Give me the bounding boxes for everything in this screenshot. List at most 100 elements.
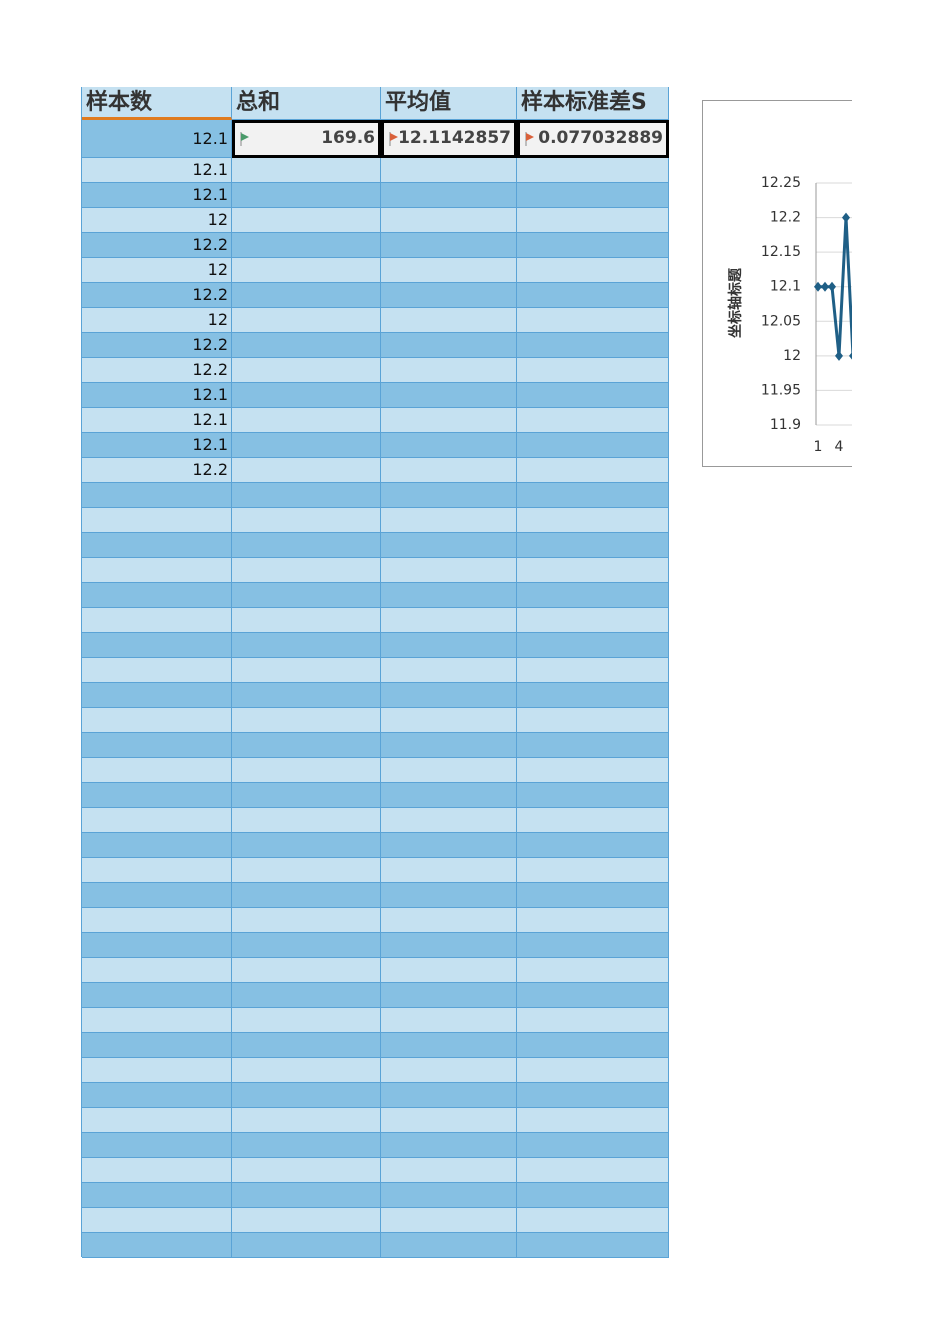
- cell: [381, 458, 517, 483]
- cell: [517, 308, 669, 333]
- cell: [82, 833, 232, 858]
- cell: [517, 208, 669, 233]
- cell: [381, 983, 517, 1008]
- cell: [381, 558, 517, 583]
- cell: [82, 558, 232, 583]
- cell: [232, 508, 381, 533]
- cell: [381, 308, 517, 333]
- cell: [232, 233, 381, 258]
- summary-cell: 0.077032889: [517, 120, 669, 158]
- cell: [381, 933, 517, 958]
- cell: [517, 958, 669, 983]
- cell: [517, 283, 669, 308]
- cell: [82, 1008, 232, 1033]
- cell: [82, 683, 232, 708]
- axis-title: 坐标轴标题: [727, 267, 744, 338]
- cell: [232, 783, 381, 808]
- cell: [517, 933, 669, 958]
- cell: [232, 733, 381, 758]
- cell: [381, 258, 517, 283]
- cell: [381, 1183, 517, 1208]
- cell: [381, 508, 517, 533]
- cell: [232, 1133, 381, 1158]
- sample-cell: 12: [82, 258, 232, 283]
- cell: [232, 758, 381, 783]
- cell: [381, 358, 517, 383]
- cell: [232, 983, 381, 1008]
- cell: [517, 558, 669, 583]
- cell: [82, 1208, 232, 1233]
- cell: [232, 933, 381, 958]
- cell: [381, 158, 517, 183]
- sample-cell: 12: [82, 308, 232, 333]
- cell: [82, 1058, 232, 1083]
- sample-cell: 12.1: [82, 120, 232, 158]
- y-tick-label: 12: [783, 348, 801, 364]
- cell: [232, 683, 381, 708]
- x-tick-label: 4: [835, 439, 844, 455]
- cell: [82, 1108, 232, 1133]
- cell: [82, 983, 232, 1008]
- cell: [82, 658, 232, 683]
- cell: [232, 358, 381, 383]
- cell: [232, 183, 381, 208]
- cell: [82, 583, 232, 608]
- cell: [381, 608, 517, 633]
- cell: [517, 1233, 669, 1258]
- cell: [517, 433, 669, 458]
- cell: [381, 1108, 517, 1133]
- y-tick-label: 12.05: [761, 313, 801, 329]
- cell: [232, 308, 381, 333]
- cell: [517, 808, 669, 833]
- cell: [517, 983, 669, 1008]
- sample-cell: 12.1: [82, 158, 232, 183]
- cell: [517, 258, 669, 283]
- header-cell: 总和: [232, 87, 381, 120]
- cell: [232, 1033, 381, 1058]
- x-tick-label: 1: [814, 439, 823, 455]
- cell: [517, 483, 669, 508]
- cell: [232, 658, 381, 683]
- cell: [82, 1158, 232, 1183]
- cell: [517, 883, 669, 908]
- cell: [381, 633, 517, 658]
- cell: [232, 558, 381, 583]
- cell: [232, 483, 381, 508]
- cell: [381, 733, 517, 758]
- cell: [517, 758, 669, 783]
- cell: [517, 608, 669, 633]
- cell: [232, 1008, 381, 1033]
- y-tick-label: 12.2: [770, 210, 801, 226]
- cell: [517, 1158, 669, 1183]
- chart-frame: [702, 100, 852, 467]
- cell: [232, 808, 381, 833]
- cell: [517, 458, 669, 483]
- cell: [232, 883, 381, 908]
- summary-cell: 12.1142857: [381, 120, 517, 158]
- cell: [381, 333, 517, 358]
- cell: [381, 183, 517, 208]
- cell: [381, 683, 517, 708]
- cell: [232, 283, 381, 308]
- cell: [381, 833, 517, 858]
- sample-cell: 12.1: [82, 183, 232, 208]
- cell: [82, 633, 232, 658]
- cell: [232, 833, 381, 858]
- cell: [517, 908, 669, 933]
- cell: [517, 158, 669, 183]
- cell: [517, 708, 669, 733]
- cell: [232, 433, 381, 458]
- cell: [82, 608, 232, 633]
- marker: [814, 281, 822, 292]
- cell: [82, 808, 232, 833]
- cell: [381, 583, 517, 608]
- sample-cell: 12.1: [82, 433, 232, 458]
- marker: [835, 350, 843, 361]
- cell: [381, 483, 517, 508]
- cell: [381, 958, 517, 983]
- cell: [381, 1233, 517, 1258]
- y-tick-label: 12.15: [761, 244, 801, 260]
- summary-cell: 169.6: [232, 120, 381, 158]
- cell: [82, 733, 232, 758]
- cell: [517, 1133, 669, 1158]
